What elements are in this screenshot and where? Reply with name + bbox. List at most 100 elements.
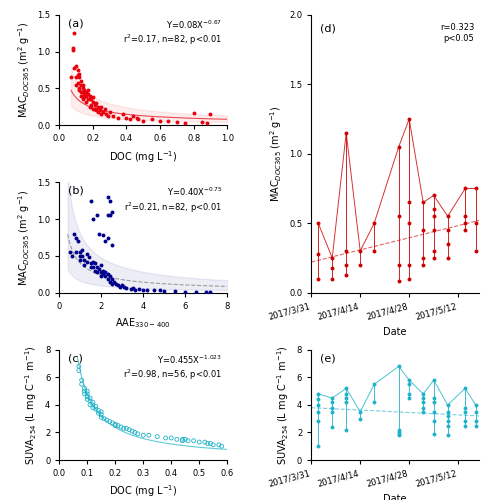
Point [76, 252, 84, 260]
Point [87, 96, 95, 104]
Point [430, 418, 438, 426]
Point [342, 247, 350, 255]
Point [72, 81, 80, 89]
Point [74, 78, 82, 86]
Point [99, 108, 107, 116]
Point [342, 384, 350, 392]
Point [444, 226, 452, 234]
Point [72, 234, 80, 241]
Point [101, 105, 109, 113]
Text: (c): (c) [68, 353, 82, 363]
Point [139, 118, 147, 126]
Point [70, 230, 78, 238]
Point [314, 250, 322, 258]
Point [89, 404, 97, 411]
Point [72, 248, 80, 256]
Point [89, 215, 97, 223]
Point [108, 241, 116, 249]
Point [81, 93, 88, 101]
Point [85, 96, 93, 104]
Point [314, 396, 322, 404]
Y-axis label: MAC$_{DOC365}$ (m$^2$ g$^{-1}$): MAC$_{DOC365}$ (m$^2$ g$^{-1}$) [16, 22, 32, 118]
Point [89, 401, 97, 409]
Point [472, 247, 480, 255]
Point [95, 230, 103, 238]
Point [356, 261, 364, 269]
Point [66, 248, 74, 256]
Point [106, 272, 114, 280]
Point [114, 422, 122, 430]
Point [85, 103, 93, 111]
Point [461, 418, 469, 426]
Point [314, 401, 322, 409]
Point [94, 103, 102, 111]
Point [72, 74, 80, 82]
Point [472, 408, 480, 416]
Point [419, 390, 427, 398]
Point [82, 250, 90, 258]
Point [94, 108, 102, 116]
Point [405, 115, 413, 123]
Point [78, 376, 85, 384]
Point [430, 408, 438, 416]
Point [314, 408, 322, 416]
Point [329, 423, 336, 431]
Point [119, 110, 127, 118]
Point [76, 84, 83, 92]
Point [104, 234, 112, 241]
Point [143, 286, 151, 294]
Point [89, 98, 97, 106]
Point [79, 84, 87, 92]
Point [97, 260, 105, 268]
Point [91, 266, 99, 274]
Point [395, 261, 403, 269]
Point [370, 380, 378, 388]
Point [101, 272, 109, 280]
Point [97, 272, 105, 280]
Point [342, 129, 350, 137]
Point [405, 274, 413, 282]
Point [206, 288, 214, 296]
Point [97, 410, 105, 418]
Point [103, 416, 111, 424]
Point [76, 248, 84, 256]
X-axis label: Date: Date [383, 327, 407, 337]
Point [444, 431, 452, 439]
Text: (e): (e) [320, 353, 335, 363]
Point [444, 254, 452, 262]
Point [405, 380, 413, 388]
Point [96, 106, 104, 114]
Point [99, 266, 107, 274]
Point [329, 274, 336, 282]
Point [106, 108, 114, 116]
Point [444, 212, 452, 220]
Point [84, 254, 92, 262]
Point [109, 112, 117, 120]
Point [356, 408, 364, 416]
Point [86, 401, 94, 409]
Point [139, 431, 147, 439]
Point [167, 434, 175, 442]
Point [419, 226, 427, 234]
Point [84, 90, 92, 98]
Point [106, 418, 114, 426]
Point [101, 268, 109, 276]
Point [69, 46, 77, 54]
Point [204, 440, 211, 448]
Point [395, 426, 403, 434]
Point [405, 219, 413, 227]
Point [81, 260, 88, 268]
Point [77, 77, 85, 85]
Point [461, 404, 469, 411]
Point [430, 254, 438, 262]
Point [430, 212, 438, 220]
Point [178, 436, 186, 444]
Point [121, 282, 128, 290]
Point [81, 90, 88, 98]
Point [218, 442, 226, 450]
Point [134, 430, 142, 438]
Point [112, 280, 120, 288]
Point [370, 398, 378, 406]
Point [123, 114, 130, 122]
Point [123, 424, 130, 432]
